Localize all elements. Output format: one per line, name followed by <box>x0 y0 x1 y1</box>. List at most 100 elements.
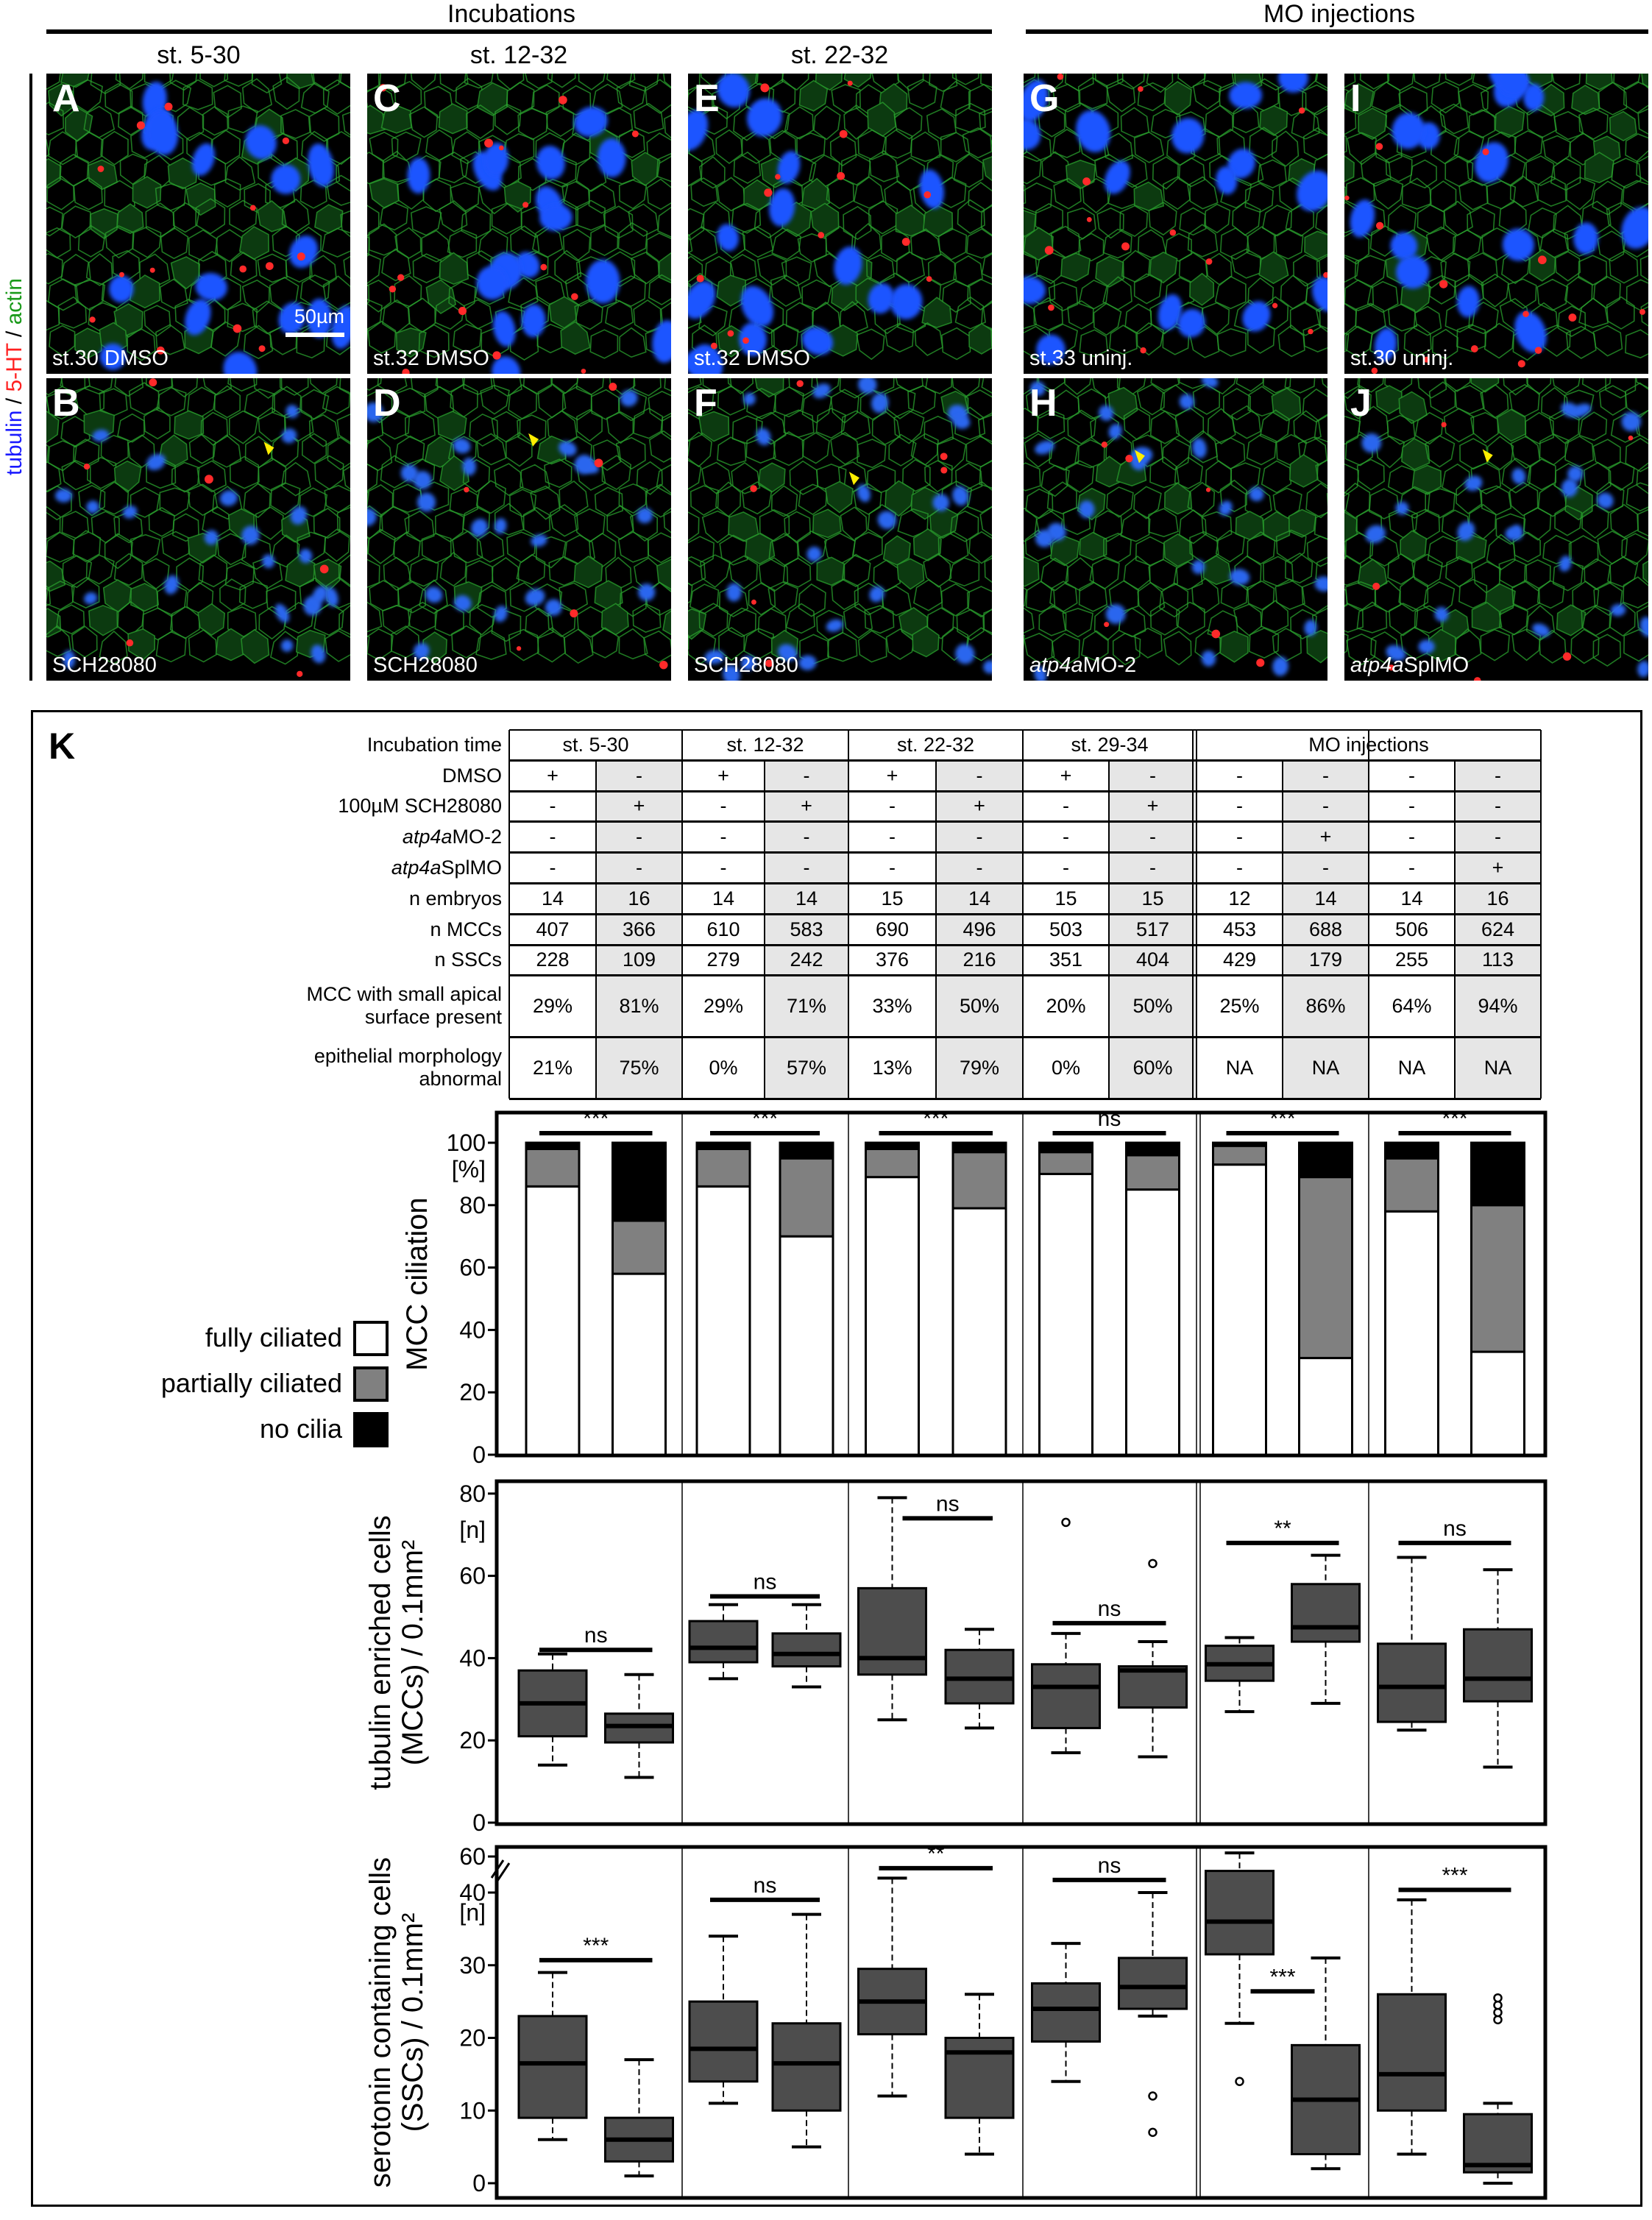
cell-outline <box>630 251 660 285</box>
cell-outline <box>99 630 128 664</box>
table-cell: 255 <box>1394 948 1429 971</box>
cell-outline <box>979 460 992 489</box>
cell-outline <box>1024 462 1041 492</box>
cell-outline <box>643 630 671 664</box>
cell-outline <box>1285 552 1314 584</box>
serotonin-cell <box>149 267 155 273</box>
cell-outline <box>717 436 747 467</box>
ciliated-cell <box>367 508 377 526</box>
cell-outline <box>322 79 350 115</box>
cell-outline <box>617 129 645 159</box>
cell-outline <box>77 224 106 258</box>
cell-outline <box>1372 177 1404 210</box>
cell-outline <box>1442 463 1471 496</box>
cell-outline <box>1522 507 1552 541</box>
cell-outline <box>853 223 882 259</box>
ciliated-cell <box>1297 170 1327 212</box>
cell-outline <box>1386 414 1416 445</box>
table-row-divider <box>509 759 1541 762</box>
serotonin-cell <box>1344 195 1350 201</box>
cell-outline <box>1288 454 1319 488</box>
cell-outline <box>253 378 283 399</box>
row-label-text: MCC with small apical <box>306 983 502 1005</box>
cell-outline <box>688 634 689 650</box>
cell-outline <box>325 576 350 609</box>
ciliated-cell <box>1177 308 1205 338</box>
cell-outline <box>1571 85 1600 116</box>
cell-outline <box>212 485 244 520</box>
table-row-divider <box>509 851 1541 854</box>
cell-outline <box>1233 101 1260 133</box>
cell-outline <box>1312 153 1327 186</box>
serotonin-cell <box>379 84 387 92</box>
cell-outline <box>1134 628 1163 659</box>
cell-outline <box>1552 561 1584 592</box>
serotonin-cell <box>156 346 165 355</box>
table-cell: - <box>720 795 727 817</box>
cell-outline <box>770 485 798 517</box>
ciliated-cell <box>1621 411 1641 432</box>
y-tick-label: 100 <box>447 1129 486 1156</box>
cell-outline <box>1191 578 1220 614</box>
cell-outline <box>1081 630 1109 662</box>
ciliated-cell <box>413 642 430 660</box>
cell-outline <box>1549 408 1580 444</box>
cell-outline <box>1385 153 1413 182</box>
cell-outline <box>927 253 957 286</box>
cell-outline <box>1109 325 1138 355</box>
cell-outline <box>1096 207 1124 239</box>
box <box>1377 1642 1447 1723</box>
cell-outline <box>741 481 773 515</box>
cell-outline <box>574 298 603 330</box>
serotonin-cell <box>727 330 734 337</box>
ciliated-cell <box>531 534 547 547</box>
table-col-divider <box>595 760 597 1099</box>
ciliated-cell <box>545 599 562 616</box>
bar-segment-fully-ciliated <box>779 1235 834 1456</box>
cell-outline <box>196 460 227 493</box>
y-tick-label: 20 <box>459 1727 486 1753</box>
cell-outline <box>367 491 369 509</box>
cell-outline <box>1370 631 1399 664</box>
ciliated-cell <box>462 457 476 476</box>
cell-outline <box>257 153 286 189</box>
cell-outline <box>1177 74 1206 89</box>
cell-outline <box>1261 600 1289 633</box>
table-cell: - <box>1236 764 1243 787</box>
cell-outline <box>700 202 731 233</box>
legend-swatch <box>353 1366 389 1402</box>
cell-outline <box>369 131 399 163</box>
cell-outline <box>1306 630 1327 664</box>
row-label-text: DMSO <box>442 764 502 787</box>
cell-outline <box>881 227 910 263</box>
ciliated-cell <box>869 586 885 603</box>
y-axis-title: MCC ciliation <box>401 1197 433 1371</box>
y-tick-label: 60 <box>459 1563 486 1589</box>
box <box>688 1620 759 1664</box>
cell-outline <box>494 463 524 497</box>
cell-outline <box>338 554 350 588</box>
micrograph-image <box>1024 74 1327 365</box>
ciliated-cell <box>1216 166 1238 195</box>
bar-segment-no-cilia <box>951 1141 1007 1154</box>
cell-outline <box>1400 625 1431 660</box>
serotonin-cell <box>516 646 522 651</box>
cell-outline <box>508 489 537 517</box>
table-cell: 79% <box>936 1037 1023 1099</box>
cell-outline <box>605 299 634 330</box>
ciliated-cell <box>1567 466 1583 482</box>
serotonin-cell <box>750 485 757 492</box>
cell-outline <box>132 176 162 209</box>
cell-outline <box>341 111 350 136</box>
serotonin-cell <box>1473 677 1481 681</box>
cell-outline <box>1093 510 1123 542</box>
cell-outline <box>756 253 787 286</box>
cell-outline <box>1566 177 1596 210</box>
ciliated-cell <box>54 489 73 503</box>
cell-outline <box>1584 152 1614 184</box>
table-cell: 71% <box>765 975 848 1037</box>
cell-outline <box>1622 576 1648 609</box>
ciliated-cell <box>400 464 418 482</box>
cell-outline <box>313 507 341 539</box>
